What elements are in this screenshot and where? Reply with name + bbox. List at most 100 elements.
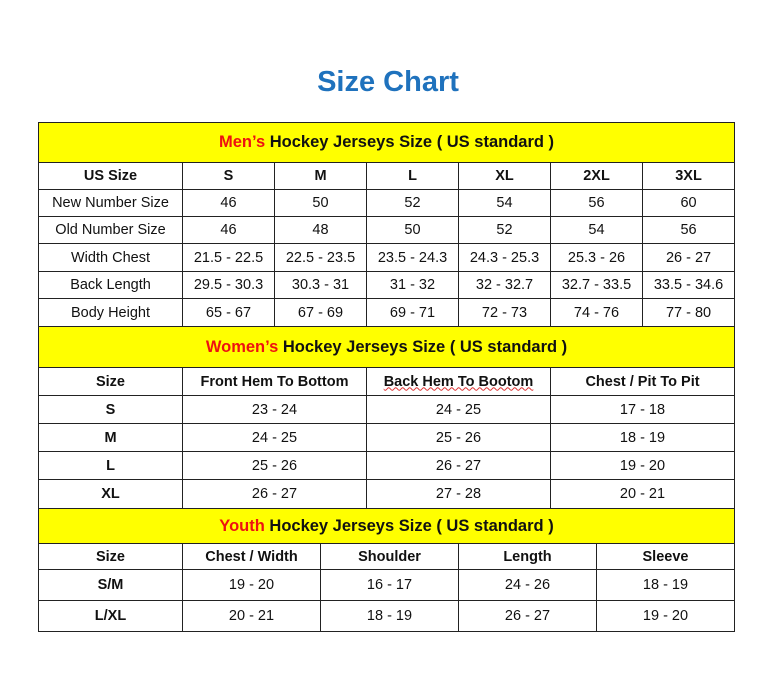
table-row: L/XL 20 - 21 18 - 19 26 - 27 19 - 20 [38,600,736,632]
youth-section-header: Youth Hockey Jerseys Size ( US standard … [37,508,736,544]
table-cell: 46 [182,189,275,217]
table-cell: 21.5 - 22.5 [182,243,275,272]
row-label-cell: Width Chest [38,243,183,272]
table-row: New Number Size 46 50 52 54 56 60 [38,189,736,217]
table-cell: 60 [641,189,736,217]
column-header-label: M [314,168,327,184]
men-header-row: Men’s Hockey Jerseys Size ( US standard … [37,122,736,163]
table-cell: 31 - 32 [366,271,459,299]
column-header-label: 2XL [583,168,610,184]
column-header: Back Hem To Bootom [366,367,551,396]
table-cell: 52 [366,189,459,217]
mens-size-table: Men’s Hockey Jerseys Size ( US standard … [37,122,736,327]
table-cell: 25.3 - 26 [550,243,643,272]
table-cell: 74 - 76 [550,298,643,327]
row-label-cell: New Number Size [38,189,183,217]
column-header: Size [38,543,183,570]
table-cell: 27 - 28 [366,479,551,509]
table-cell: 65 - 67 [182,298,275,327]
table-row: Back Length 29.5 - 30.3 30.3 - 31 31 - 32 32… [38,271,736,299]
column-header: XL [458,162,551,190]
table-row: M 24 - 25 25 - 26 18 - 19 [38,423,736,452]
table-row: XL 26 - 27 27 - 28 20 - 21 [38,479,736,509]
table-cell: 19 - 20 [182,569,321,601]
row-label-cell: S/M [38,569,183,601]
table-cell: 26 - 27 [458,600,597,632]
table-cell: 22.5 - 23.5 [274,243,367,272]
header-category: Youth [219,516,265,535]
table-cell: 24.3 - 25.3 [458,243,551,272]
header-title: Hockey Jerseys Size ( US standard ) [265,133,555,151]
column-header: 2XL [550,162,643,190]
column-header-label: Sleeve [642,548,689,565]
table-cell: 54 [458,189,551,217]
table-cell: 69 - 71 [366,298,459,327]
table-row: Body Height 65 - 67 67 - 69 69 - 71 72 - 73 7… [38,298,736,327]
column-header: S [182,162,275,190]
table-cell: 30.3 - 31 [274,271,367,299]
table-cell: 50 [366,216,459,244]
page-title: Size Chart [317,66,459,98]
table-cell: 18 - 19 [549,423,736,452]
table-cell: 72 - 73 [458,298,551,327]
table-row: Old Number Size 46 48 50 52 54 56 [38,216,736,244]
column-header-label: Shoulder [358,548,421,565]
column-header-label: Size [95,548,125,565]
table-cell: 46 [182,216,275,244]
men-section-header: Men’s Hockey Jerseys Size ( US standard … [37,122,736,163]
row-label-cell: XL [38,479,183,509]
table-cell: 26 - 27 [641,243,736,272]
table-cell: 56 [550,189,643,217]
table-cell: 56 [641,216,736,244]
column-header: Length [458,543,597,570]
column-header: US Size [38,162,183,190]
column-header: M [274,162,367,190]
women-section-header: Women’s Hockey Jerseys Size ( US standar… [37,326,736,368]
column-header-label: L [408,168,417,184]
table-cell: 26 - 27 [366,451,551,480]
column-header: 3XL [641,162,736,190]
row-label-cell: Body Height [38,298,183,327]
column-header-label: Back Hem To Bootom [383,373,534,390]
table-cell: 29.5 - 30.3 [182,271,275,299]
table-cell: 20 - 21 [182,600,321,632]
table-row: S 23 - 24 24 - 25 17 - 18 [38,395,736,424]
column-header: L [366,162,459,190]
table-cell: 24 - 25 [182,423,367,452]
row-label-cell: Back Length [38,271,183,299]
womens-size-table: Women’s Hockey Jerseys Size ( US standar… [37,326,736,509]
table-cell: 52 [458,216,551,244]
women-column-header-row: Size Front Hem To Bottom Back Hem To Booto… [38,367,736,396]
column-header-label: Size [95,373,125,390]
column-header: Front Hem To Bottom [182,367,367,396]
table-cell: 19 - 20 [595,600,736,632]
row-label-cell: S [38,395,183,424]
table-cell: 23 - 24 [182,395,367,424]
youth-column-header-row: Size Chest / Width Shoulder Length Sleeve [38,543,736,570]
column-header-label: Front Hem To Bottom [200,373,349,390]
table-cell: 32 - 32.7 [458,271,551,299]
table-cell: 19 - 20 [549,451,736,480]
column-header-label: Length [503,548,552,565]
table-row: S/M 19 - 20 16 - 17 24 - 26 18 - 19 [38,569,736,601]
column-header-label: Chest / Pit To Pit [585,373,700,390]
table-cell: 17 - 18 [549,395,736,424]
table-cell: 16 - 17 [320,569,459,601]
column-header: Sleeve [595,543,736,570]
table-cell: 18 - 19 [320,600,459,632]
column-header-label: 3XL [675,168,702,184]
table-cell: 20 - 21 [549,479,736,509]
column-header: Shoulder [320,543,459,570]
table-cell: 32.7 - 33.5 [550,271,643,299]
table-row: L 25 - 26 26 - 27 19 - 20 [38,451,736,480]
column-header: Chest / Pit To Pit [549,367,736,396]
table-cell: 33.5 - 34.6 [641,271,736,299]
table-cell: 77 - 80 [641,298,736,327]
table-cell: 18 - 19 [595,569,736,601]
table-cell: 25 - 26 [182,451,367,480]
header-category: Men’s [219,133,266,151]
table-cell: 26 - 27 [182,479,367,509]
youth-header-row: Youth Hockey Jerseys Size ( US standard … [37,508,736,544]
column-header-label: S [223,168,234,184]
youth-size-table: Youth Hockey Jerseys Size ( US standard … [37,508,736,632]
